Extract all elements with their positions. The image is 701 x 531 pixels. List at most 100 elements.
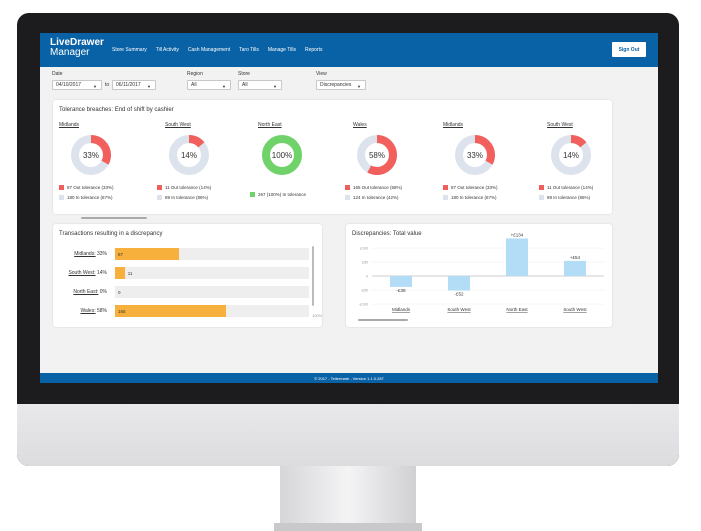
footer: © 2017 - Tellermate - Version 1.1.0.287	[40, 373, 658, 383]
discrepancy-bar	[506, 238, 528, 276]
bar-region-link[interactable]: Midlands:	[74, 251, 96, 257]
nav-till-activity[interactable]: Till Activity	[155, 47, 179, 53]
bar-percent: 14%	[95, 270, 107, 276]
region-select[interactable]: All ▼	[187, 80, 231, 90]
app-screen: LiveDrawer Manager Store Summary Till Ac…	[40, 33, 658, 383]
donut-percent: 14%	[180, 150, 197, 160]
legend-in: 180 In tolerance (67%)	[443, 195, 497, 200]
bar-track: 87	[115, 248, 309, 260]
bar-track: 11	[115, 267, 309, 279]
chevron-down-icon: ▼	[93, 84, 97, 89]
legend-text: 180 In tolerance (67%)	[67, 195, 113, 200]
donut-region-link[interactable]: South West	[547, 122, 573, 128]
store-select[interactable]: All ▼	[238, 80, 282, 90]
legend-in: 124 In tolerance (42%)	[345, 195, 399, 200]
monitor-chin	[17, 404, 679, 466]
donut-region-link[interactable]: Wales	[353, 122, 367, 128]
y-tick-label: -£100	[359, 303, 368, 307]
legend-out: 11 Out tolerance (14%)	[157, 185, 211, 190]
bar-label: Wales: 58%	[59, 308, 107, 314]
region-value: All	[191, 82, 197, 88]
donut-region-link[interactable]: Midlands	[59, 122, 80, 128]
chevron-down-icon: ▼	[222, 84, 226, 89]
horizontal-scrollbar[interactable]	[81, 217, 147, 219]
bar-label: North East: 0%	[59, 289, 107, 295]
bar-value: 87	[118, 252, 124, 257]
transactions-card: Transactions resulting in a discrepancy …	[53, 224, 322, 327]
date-to-select[interactable]: 06/11/2017 ▼	[112, 80, 156, 90]
donut-ring	[169, 135, 209, 175]
bar-value: 11	[127, 271, 133, 276]
date-label: Date	[52, 71, 63, 77]
legend-swatch	[345, 185, 350, 190]
donut-ring	[357, 135, 397, 175]
x-category-label[interactable]: South West	[563, 307, 587, 312]
y-tick-label: 0	[366, 275, 368, 279]
x-category-label[interactable]: Midlands	[392, 307, 411, 312]
donut-percent: 14%	[562, 150, 579, 160]
legend-swatch	[59, 185, 64, 190]
to-label: to	[105, 82, 110, 88]
chart-scrollbar[interactable]	[358, 319, 408, 321]
bar-value: 165	[118, 309, 126, 314]
legend-swatch	[345, 195, 350, 200]
legend-text: 11 Out tolerance (14%)	[165, 185, 212, 190]
discrepancy-bar	[390, 276, 412, 287]
date-from-value: 04/10/2017	[56, 82, 82, 88]
donut-out-arc	[455, 135, 495, 175]
top-navbar: LiveDrawer Manager Store Summary Till Ac…	[40, 33, 658, 67]
bar-fill	[115, 248, 180, 260]
nav-cash-management[interactable]: Cash Management	[187, 47, 231, 53]
legend-swatch	[157, 195, 162, 200]
chevron-down-icon: ▼	[273, 84, 277, 89]
legend-swatch	[59, 195, 64, 200]
bar-axis-max: 100%	[312, 313, 323, 318]
x-category-label[interactable]: North East	[506, 307, 528, 312]
donut-region-link[interactable]: North East	[258, 122, 282, 128]
y-tick-label: £50	[362, 261, 368, 265]
transactions-title: Transactions resulting in a discrepancy	[59, 231, 163, 237]
nav-store-summary[interactable]: Store Summary	[112, 47, 147, 53]
legend-swatch	[250, 192, 255, 197]
bar-region-link[interactable]: North East:	[73, 289, 99, 295]
sign-out-button[interactable]: Sign Out	[612, 42, 646, 57]
app-logo[interactable]: LiveDrawer Manager	[50, 38, 104, 58]
bar-fill	[115, 305, 226, 317]
view-label: View	[316, 71, 327, 77]
y-tick-label: -£50	[361, 289, 368, 293]
bar-label: Midlands: 33%	[59, 251, 107, 257]
donut-percent: 100%	[271, 150, 293, 160]
donut-out-arc	[551, 135, 591, 175]
nav-reports[interactable]: Reports	[304, 47, 323, 53]
x-category-label[interactable]: South West	[447, 307, 471, 312]
vertical-scrollbar[interactable]	[312, 246, 314, 306]
logo-line2: Manager	[50, 47, 90, 58]
bar-percent: 58%	[95, 308, 107, 314]
donut-percent: 33%	[466, 150, 483, 160]
bar-region-link[interactable]: Wales:	[80, 308, 96, 314]
view-select[interactable]: Discrepancies ▼	[316, 80, 366, 90]
bar-track: 165	[115, 305, 309, 317]
donut-track	[262, 135, 302, 175]
legend-text: 11 Out tolerance (14%)	[547, 185, 594, 190]
tolerance-card: Tolerance breaches: End of shift by cash…	[53, 100, 612, 214]
donut-region-link[interactable]: South West	[165, 122, 191, 128]
bar-row: North East: 0% 0	[59, 286, 309, 298]
donut-region-link[interactable]: Midlands	[443, 122, 464, 128]
legend-swatch	[157, 185, 162, 190]
bar-data-label: -£52	[454, 292, 464, 297]
donut-ring	[71, 135, 111, 175]
legend-text: 124 In tolerance (42%)	[353, 195, 399, 200]
legend-out: 165 Out tolerance (58%)	[345, 185, 402, 190]
discrepancy-bar	[564, 260, 586, 276]
donut-percent: 58%	[368, 150, 385, 160]
bar-row: Midlands: 33% 87	[59, 248, 309, 260]
chevron-down-icon: ▼	[357, 84, 361, 89]
nav-taro-tills[interactable]: Taro Tills	[239, 47, 259, 53]
nav-manage-tills[interactable]: Manage Tills	[267, 47, 296, 53]
donut-ring	[262, 135, 302, 175]
date-from-select[interactable]: 04/10/2017 ▼	[52, 80, 102, 90]
bar-label: South West: 14%	[59, 270, 107, 276]
legend-text: 165 Out tolerance (58%)	[353, 185, 403, 190]
bar-region-link[interactable]: South West:	[68, 270, 96, 276]
